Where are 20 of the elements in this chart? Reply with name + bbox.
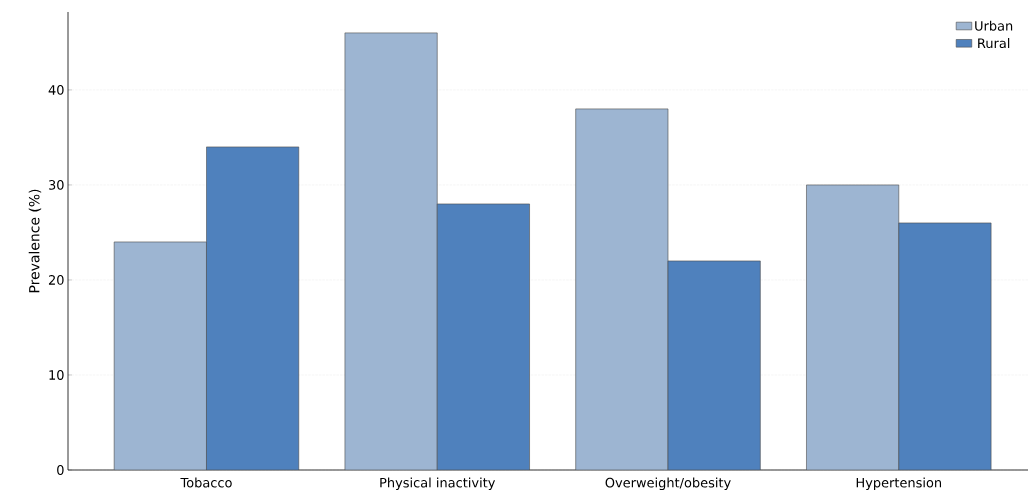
- bar: [344, 32, 438, 470]
- bar: [436, 203, 530, 470]
- x-tick-label: Physical inactivity: [380, 477, 496, 491]
- bar: [667, 260, 761, 470]
- y-axis-title: Prevalence (%): [28, 189, 42, 293]
- legend-label: Rural: [978, 38, 1010, 49]
- bar: [206, 146, 300, 470]
- x-tick-label: Hypertension: [856, 477, 942, 491]
- y-tick-label: 30: [48, 180, 64, 190]
- bar: [575, 108, 669, 470]
- bar: [806, 184, 900, 470]
- bar: [898, 222, 992, 470]
- y-tick-label: 0: [57, 465, 64, 475]
- bar: [113, 241, 207, 470]
- y-tick-label: 40: [48, 85, 64, 95]
- y-tick-label: 10: [49, 370, 64, 380]
- x-tick-label: Tobacco: [180, 477, 232, 488]
- x-tick-label: Overweight/obesity: [605, 477, 731, 491]
- legend-label: Urban: [975, 20, 1013, 31]
- y-tick-label: 20: [48, 275, 64, 285]
